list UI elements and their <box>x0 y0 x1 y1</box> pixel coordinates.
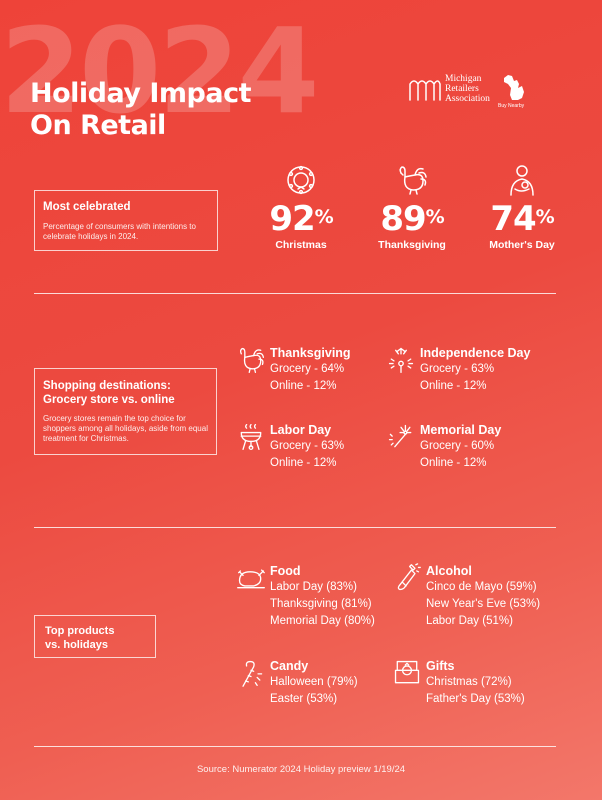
wreath-icon <box>287 165 315 195</box>
shopping-destinations-description: Grocery stores remain the top choice for… <box>43 414 208 443</box>
logo-line-2: Retailers <box>445 84 479 94</box>
holiday-name: Thanksgiving <box>270 346 351 360</box>
product-text: Food Labor Day (83%) Thanksgiving (81%) … <box>270 563 375 630</box>
stat-label: Thanksgiving <box>378 239 446 251</box>
grocery-share: Grocery - 63% <box>420 363 495 375</box>
logo-line-1: Michigan <box>445 74 482 84</box>
grill-icon <box>240 423 262 451</box>
holiday-text: Memorial Day Grocery - 60% Online - 12% <box>420 422 501 472</box>
product-item: New Year's Eve (53%) <box>426 598 541 610</box>
logo-line-3: Association <box>445 94 490 104</box>
product-text: Alcohol Cinco de Mayo (59%) New Year's E… <box>426 563 540 630</box>
turkey-icon <box>399 166 427 195</box>
product-item: Thanksgiving (81%) <box>270 598 372 610</box>
page-title: Holiday Impact On Retail <box>30 78 252 142</box>
holiday-name: Independence Day <box>420 346 531 360</box>
buy-nearby-badge: Buy Nearby <box>498 72 534 112</box>
stat-label: Christmas <box>275 239 327 251</box>
shopping-destinations-box: Shopping destinations: Grocery store vs.… <box>34 368 217 455</box>
holiday-text: Labor Day Grocery - 63% Online - 12% <box>270 422 344 472</box>
holiday-name: Memorial Day <box>420 423 502 437</box>
title-line-1: Holiday Impact <box>30 78 252 109</box>
badge-label: Buy Nearby <box>498 103 525 109</box>
champagne-icon <box>397 563 421 591</box>
product-category: Food <box>270 564 301 578</box>
section-divider <box>34 746 556 747</box>
online-share: Online - 12% <box>270 457 337 469</box>
most-celebrated-description: Percentage of consumers with intentions … <box>43 222 196 241</box>
most-celebrated-box: Most celebrated Percentage of consumers … <box>34 190 218 251</box>
product-item: Cinco de Mayo (59%) <box>426 581 537 593</box>
top-products-box: Top products vs. holidays <box>34 615 156 658</box>
stat-thanksgiving: 89% Thanksgiving <box>372 163 452 251</box>
ring-box-icon <box>394 660 420 684</box>
section-divider <box>34 293 556 294</box>
stat-value: 74% <box>490 199 554 239</box>
title-line-2: On Retail <box>30 110 166 141</box>
grocery-share: Grocery - 63% <box>270 440 345 452</box>
stat-label: Mother's Day <box>489 239 555 251</box>
michigan-map-icon <box>504 75 524 100</box>
mra-logo: Michigan Retailers Association <box>408 72 490 106</box>
stat-value: 92% <box>269 199 333 239</box>
holiday-text: Independence Day Grocery - 63% Online - … <box>420 345 530 395</box>
stat-mothers-day: 74% Mother's Day <box>482 163 562 251</box>
product-category: Alcohol <box>426 564 472 578</box>
product-text: Candy Halloween (79%) Easter (53%) <box>270 658 358 708</box>
mra-logo-text: Michigan Retailers Association <box>445 74 490 104</box>
grocery-share: Grocery - 60% <box>420 440 495 452</box>
holiday-name: Labor Day <box>270 423 332 437</box>
product-item: Father's Day (53%) <box>426 693 525 705</box>
product-item: Memorial Day (80%) <box>270 615 375 627</box>
source-note: Source: Numerator 2024 Holiday preview 1… <box>196 764 406 775</box>
mra-logo-mark-icon <box>409 80 441 101</box>
turkey-icon <box>239 347 265 374</box>
stat-value: 89% <box>380 199 444 239</box>
most-celebrated-heading: Most celebrated <box>43 201 131 213</box>
fireworks-icon <box>388 347 414 374</box>
product-category: Candy <box>270 659 309 673</box>
grocery-share: Grocery - 64% <box>270 363 345 375</box>
online-share: Online - 12% <box>420 380 487 392</box>
candy-cane-icon <box>242 660 263 687</box>
online-share: Online - 12% <box>270 380 337 392</box>
roast-chicken-icon <box>237 569 265 589</box>
fireworks-icon <box>388 424 412 448</box>
mother-child-icon <box>510 165 534 196</box>
product-item: Christmas (72%) <box>426 676 512 688</box>
top-products-heading: Top products vs. holidays <box>45 625 115 651</box>
product-category: Gifts <box>426 659 455 673</box>
online-share: Online - 12% <box>420 457 487 469</box>
product-item: Halloween (79%) <box>270 676 358 688</box>
product-item: Labor Day (51%) <box>426 615 513 627</box>
stat-christmas: 92% Christmas <box>266 163 336 251</box>
background-year: 2024 <box>0 2 319 140</box>
holiday-text: Thanksgiving Grocery - 64% Online - 12% <box>270 345 351 395</box>
product-text: Gifts Christmas (72%) Father's Day (53%) <box>426 658 525 708</box>
product-item: Labor Day (83%) <box>270 581 357 593</box>
shopping-destinations-heading: Shopping destinations: Grocery store vs.… <box>43 380 175 406</box>
section-divider <box>34 527 556 528</box>
product-item: Easter (53%) <box>270 693 338 705</box>
